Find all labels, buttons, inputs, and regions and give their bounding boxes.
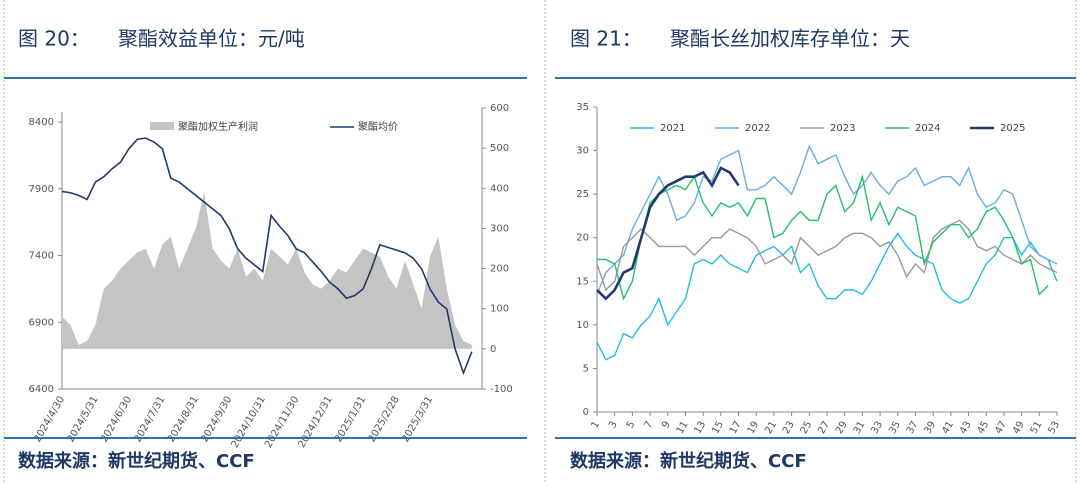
y-tick-label: 6900: [29, 317, 54, 328]
y2-tick-label: -100: [490, 384, 513, 395]
legend-label: 聚酯加权生产利润: [178, 120, 258, 133]
y-tick-label: 8400: [29, 117, 54, 128]
y2-tick-label: 0: [490, 344, 496, 355]
y-tick-label: 5: [583, 363, 589, 374]
y-tick-label: 7900: [29, 184, 54, 195]
y-tick-label: 6400: [29, 384, 54, 395]
legend-label: 2021: [660, 123, 685, 134]
y2-tick-label: 200: [490, 264, 509, 275]
y2-tick-label: 400: [490, 183, 509, 194]
legend-swatch: [150, 122, 174, 130]
y2-tick-label: 300: [490, 223, 509, 234]
legend-label: 2023: [830, 123, 855, 134]
y-tick-label: 35: [576, 102, 589, 113]
x-tick-label: 9: [660, 420, 673, 431]
legend-label: 2022: [745, 123, 770, 134]
y2-tick-label: 100: [490, 304, 509, 315]
source: 数据来源：新世纪期货、CCF: [18, 450, 255, 472]
x-tick-label: 1: [589, 420, 602, 431]
area: [62, 192, 472, 349]
y-tick-label: 0: [583, 407, 589, 418]
line: [596, 166, 740, 301]
y2-tick-label: 500: [490, 143, 509, 154]
y-tick-label: 30: [576, 146, 589, 157]
x-tick-label: 5: [625, 420, 638, 431]
legend-label: 聚酯均价: [358, 121, 398, 133]
y2-tick-label: 600: [490, 103, 509, 114]
y-tick-label: 10: [576, 320, 589, 331]
y-tick-label: 15: [576, 276, 589, 287]
chart-title: 聚酯效益单位：元/吨: [118, 27, 305, 51]
figure-label: 图 21：: [570, 27, 642, 51]
y-tick-label: 25: [576, 189, 589, 200]
y-tick-label: 20: [576, 233, 589, 244]
line: [596, 232, 1058, 361]
line: [596, 219, 1058, 292]
y-tick-label: 7400: [29, 251, 54, 262]
chart-title: 聚酯长丝加权库存单位：天: [670, 27, 910, 51]
figure-label: 图 20：: [18, 27, 90, 51]
x-tick-label: 3: [607, 420, 620, 431]
source: 数据来源：新世纪期货、CCF: [570, 450, 807, 472]
legend-label: 2024: [915, 123, 940, 134]
line: [596, 144, 1058, 295]
line: [597, 174, 1049, 301]
line: [61, 137, 473, 376]
x-tick-label: 7: [643, 420, 656, 431]
legend-label: 2025: [1000, 123, 1025, 134]
